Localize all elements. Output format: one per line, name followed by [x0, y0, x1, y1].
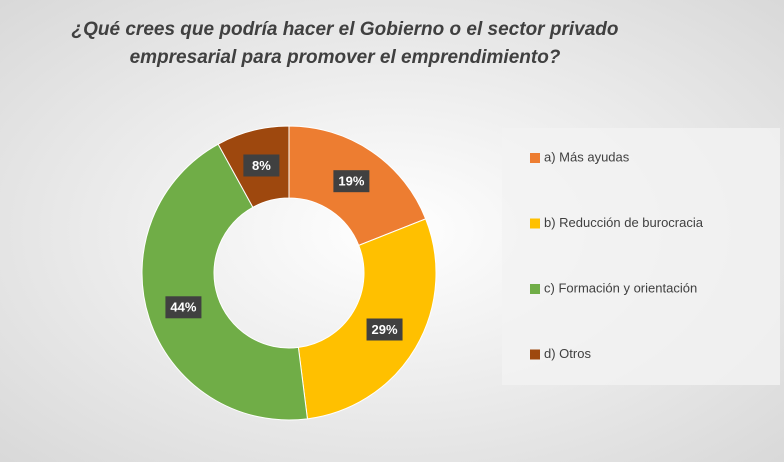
- value-label-box: [165, 296, 202, 319]
- donut-slice: [141, 143, 308, 421]
- legend-label: d) Otros: [544, 346, 591, 361]
- value-label-box: [333, 170, 370, 193]
- value-label: 8%: [252, 158, 271, 173]
- legend-swatch: [530, 218, 540, 229]
- value-label: 29%: [372, 322, 398, 337]
- legend-label: a) Más ayudas: [544, 149, 630, 164]
- value-label-box: [366, 318, 403, 341]
- legend-label: c) Formación y orientación: [544, 280, 697, 295]
- chart-title: ¿Qué crees que podría hacer el Gobierno …: [72, 19, 619, 40]
- value-label: 44%: [170, 300, 196, 315]
- legend-box: [502, 128, 780, 385]
- legend-swatch: [530, 153, 540, 163]
- legend-swatch: [530, 284, 540, 294]
- value-label: 19%: [338, 174, 364, 189]
- legend-label: b) Reducción de burocracia: [544, 215, 704, 230]
- value-label-box: [243, 154, 280, 177]
- legend-swatch: [530, 349, 540, 360]
- chart-title: empresarial para promover el emprendimie…: [130, 47, 561, 68]
